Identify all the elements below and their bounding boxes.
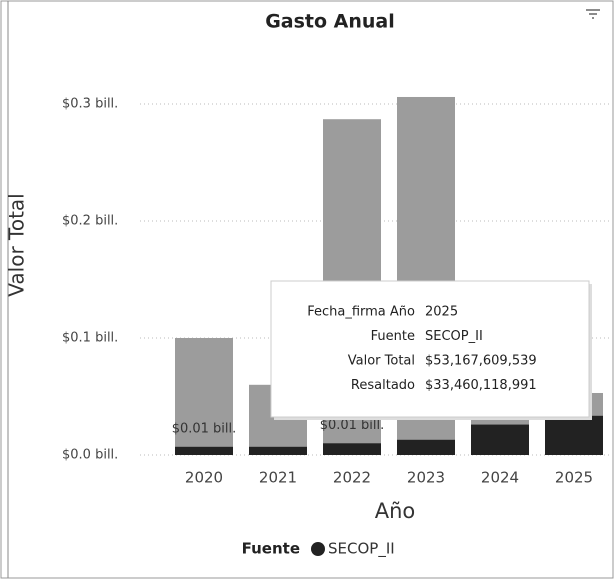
y-tick-label: $0.3 bill. — [62, 97, 118, 112]
tooltip-value: $53,167,609,539 — [425, 354, 537, 369]
y-tick-label: $0.1 bill. — [62, 331, 118, 346]
tooltip-key: Valor Total — [348, 354, 415, 369]
tooltip: Fecha_firma Año 2025 Fuente SECOP_II Valor T… — [270, 280, 592, 420]
x-axis-title: Año — [375, 499, 416, 523]
tooltip-key: Fuente — [371, 329, 415, 344]
x-tick-label: 2022 — [333, 469, 371, 487]
x-tick-label: 2023 — [407, 469, 445, 487]
data-label: $0.01 bill. — [320, 418, 385, 433]
y-tick-label: $0.2 bill. — [62, 214, 118, 229]
tooltip-key: Fecha_firma Año — [307, 305, 415, 320]
y-tick-label: $0.0 bill. — [62, 448, 118, 463]
bar — [397, 439, 455, 455]
legend-title: Fuente — [242, 540, 300, 558]
legend-swatch — [311, 542, 325, 556]
data-label: $0.01 bill. — [172, 421, 237, 436]
x-tick-label: 2024 — [481, 469, 519, 487]
tooltip-value: SECOP_II — [425, 329, 483, 344]
bar — [545, 415, 603, 455]
x-tick-label: 2025 — [555, 469, 593, 487]
tooltip-value: $33,460,118,991 — [425, 378, 537, 393]
tooltip-key: Resaltado — [351, 378, 415, 393]
tooltip-value: 2025 — [425, 305, 458, 320]
tooltip-box — [270, 280, 590, 418]
legend-label: SECOP_II — [328, 540, 395, 559]
bar — [175, 338, 233, 455]
bar — [471, 424, 529, 455]
x-tick-label: 2020 — [185, 469, 223, 487]
bar — [249, 446, 307, 455]
filter-icon[interactable] — [586, 9, 600, 19]
chart-title: Gasto Anual — [265, 11, 395, 33]
bar — [323, 443, 381, 455]
y-axis-title: Valor Total — [5, 193, 29, 296]
x-tick-label: 2021 — [259, 469, 297, 487]
bar — [175, 446, 233, 455]
